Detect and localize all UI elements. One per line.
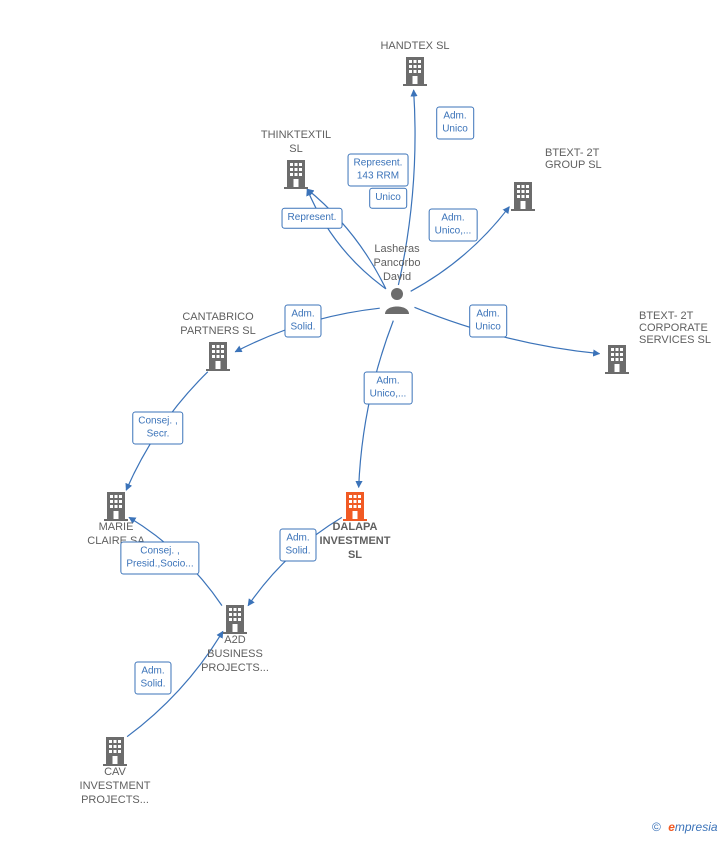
- edge-badge: Unico: [369, 188, 407, 209]
- node-btext2tgroup[interactable]: [468, 179, 578, 211]
- edge-badge: Adm. Unico,...: [429, 209, 478, 242]
- building-icon: [100, 489, 132, 521]
- node-handtex[interactable]: HANDTEX SL: [360, 40, 470, 86]
- edge-badge: Represent.: [282, 208, 343, 229]
- node-label: HANDTEX SL: [360, 40, 470, 54]
- building-icon: [339, 489, 371, 521]
- node-thinktextil[interactable]: THINKTEXTIL SL: [241, 129, 351, 189]
- building-icon: [601, 342, 633, 374]
- edge-badge: Adm. Unico: [469, 305, 507, 338]
- watermark-text: empresia: [668, 820, 717, 834]
- building-icon: [219, 602, 251, 634]
- edge-badge: Consej. , Presid.,Socio...: [120, 542, 199, 575]
- building-icon: [399, 54, 431, 86]
- person-icon: [381, 284, 413, 316]
- node-cantabrico[interactable]: CANTABRICO PARTNERS SL: [163, 311, 273, 371]
- node-btext2tcorp[interactable]: [562, 342, 672, 374]
- edge-badge: Adm. Solid.: [279, 529, 316, 562]
- node-marieclaire[interactable]: MARIE CLAIRE SA: [61, 489, 171, 549]
- building-icon: [280, 157, 312, 189]
- edge-badge: Adm. Unico,...: [364, 372, 413, 405]
- node-label: BTEXT- 2T GROUP SL: [545, 147, 602, 171]
- node-a2d[interactable]: A2D BUSINESS PROJECTS...: [180, 602, 290, 675]
- edges-layer: [0, 0, 728, 850]
- node-label: CAV INVESTMENT PROJECTS...: [60, 766, 170, 807]
- watermark: © empresia: [652, 820, 718, 834]
- node-label: CANTABRICO PARTNERS SL: [163, 311, 273, 339]
- copyright-symbol: ©: [652, 820, 661, 834]
- building-icon: [99, 734, 131, 766]
- node-label: A2D BUSINESS PROJECTS...: [180, 634, 290, 675]
- edge-badge: Adm. Unico: [436, 107, 474, 140]
- building-icon: [507, 179, 539, 211]
- node-label: Lasheras Pancorbo David: [342, 243, 452, 284]
- edge-badge: Consej. , Secr.: [132, 412, 183, 445]
- node-lasheras[interactable]: Lasheras Pancorbo David: [342, 243, 452, 316]
- node-cav[interactable]: CAV INVESTMENT PROJECTS...: [60, 734, 170, 807]
- building-icon: [202, 339, 234, 371]
- edge-badge: Represent. 143 RRM: [348, 154, 409, 187]
- edge-badge: Adm. Solid.: [134, 662, 171, 695]
- diagram-canvas: { "type": "network", "background_color":…: [0, 0, 728, 850]
- edge-badge: Adm. Solid.: [284, 305, 321, 338]
- node-label: THINKTEXTIL SL: [241, 129, 351, 157]
- node-label: BTEXT- 2T CORPORATE SERVICES SL: [639, 310, 711, 346]
